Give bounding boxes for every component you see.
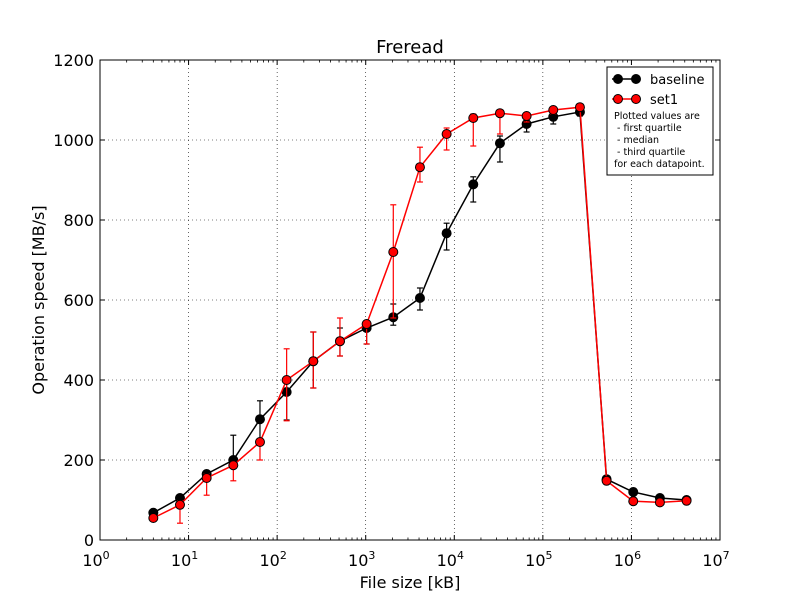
legend-entry-baseline: baseline bbox=[612, 73, 704, 88]
plot-area-frame bbox=[99, 59, 721, 541]
data-point bbox=[628, 496, 639, 507]
data-point bbox=[281, 375, 292, 385]
data-point bbox=[148, 513, 159, 523]
data-point bbox=[441, 129, 452, 139]
data-point bbox=[228, 460, 239, 471]
data-point bbox=[468, 113, 479, 123]
data-point bbox=[654, 497, 665, 508]
legend-frame bbox=[606, 66, 714, 176]
legend-note-line: - third quartile bbox=[614, 147, 685, 158]
data-point bbox=[361, 319, 372, 329]
x-tick-label: 101 bbox=[171, 549, 198, 570]
legend: baseline set1 Plotted values are - first… bbox=[606, 66, 714, 176]
data-point bbox=[254, 437, 265, 447]
legend-entry-set1: set1 bbox=[612, 93, 678, 108]
y-tick-label: 600 bbox=[63, 291, 94, 310]
legend-note-line: - median bbox=[614, 135, 659, 146]
data-point bbox=[601, 475, 612, 486]
y-tick-label: 1200 bbox=[53, 51, 94, 70]
data-point bbox=[174, 499, 185, 510]
x-axis-label: File size [kB] bbox=[360, 573, 461, 592]
x-tick-label: 100 bbox=[82, 549, 109, 570]
series-set1 bbox=[148, 102, 692, 524]
data-point bbox=[468, 179, 479, 190]
data-point bbox=[521, 111, 532, 121]
y-tick-label: 400 bbox=[63, 371, 94, 390]
data-point bbox=[628, 487, 639, 497]
data-point bbox=[201, 473, 212, 483]
data-point bbox=[681, 495, 692, 506]
y-tick-label: 200 bbox=[63, 451, 94, 470]
series-layer bbox=[148, 102, 692, 524]
x-tick-label: 103 bbox=[348, 549, 375, 570]
legend-note-line: Plotted values are bbox=[614, 111, 700, 122]
chart-title: Freread bbox=[376, 37, 444, 58]
data-point bbox=[388, 247, 399, 257]
data-point bbox=[414, 293, 425, 303]
y-axis-label: Operation speed [MB/s] bbox=[29, 205, 48, 394]
data-point bbox=[494, 138, 505, 149]
legend-label-set1: set1 bbox=[650, 93, 678, 108]
x-tick-label: 107 bbox=[702, 549, 729, 570]
data-point bbox=[254, 414, 265, 425]
legend-note: Plotted values are - first quartile - me… bbox=[614, 111, 705, 170]
data-point bbox=[494, 108, 505, 119]
y-axis-ticks: 0 200 400 600 800 1000 1200 bbox=[53, 51, 720, 550]
data-point bbox=[414, 162, 425, 173]
legend-note-line: - first quartile bbox=[614, 123, 682, 134]
data-point bbox=[334, 336, 345, 347]
y-tick-label: 1000 bbox=[53, 131, 94, 150]
legend-note-line: for each datapoint. bbox=[614, 159, 705, 170]
legend-label-baseline: baseline bbox=[650, 73, 704, 88]
x-tick-label: 105 bbox=[525, 549, 552, 570]
x-tick-label: 104 bbox=[437, 549, 464, 570]
data-point bbox=[441, 228, 452, 239]
y-tick-label: 800 bbox=[63, 211, 94, 230]
y-tick-label: 0 bbox=[84, 531, 94, 550]
data-point bbox=[308, 356, 319, 367]
data-point bbox=[574, 102, 585, 113]
x-tick-label: 106 bbox=[614, 549, 641, 570]
data-point bbox=[548, 105, 559, 115]
x-tick-label: 102 bbox=[259, 549, 286, 570]
